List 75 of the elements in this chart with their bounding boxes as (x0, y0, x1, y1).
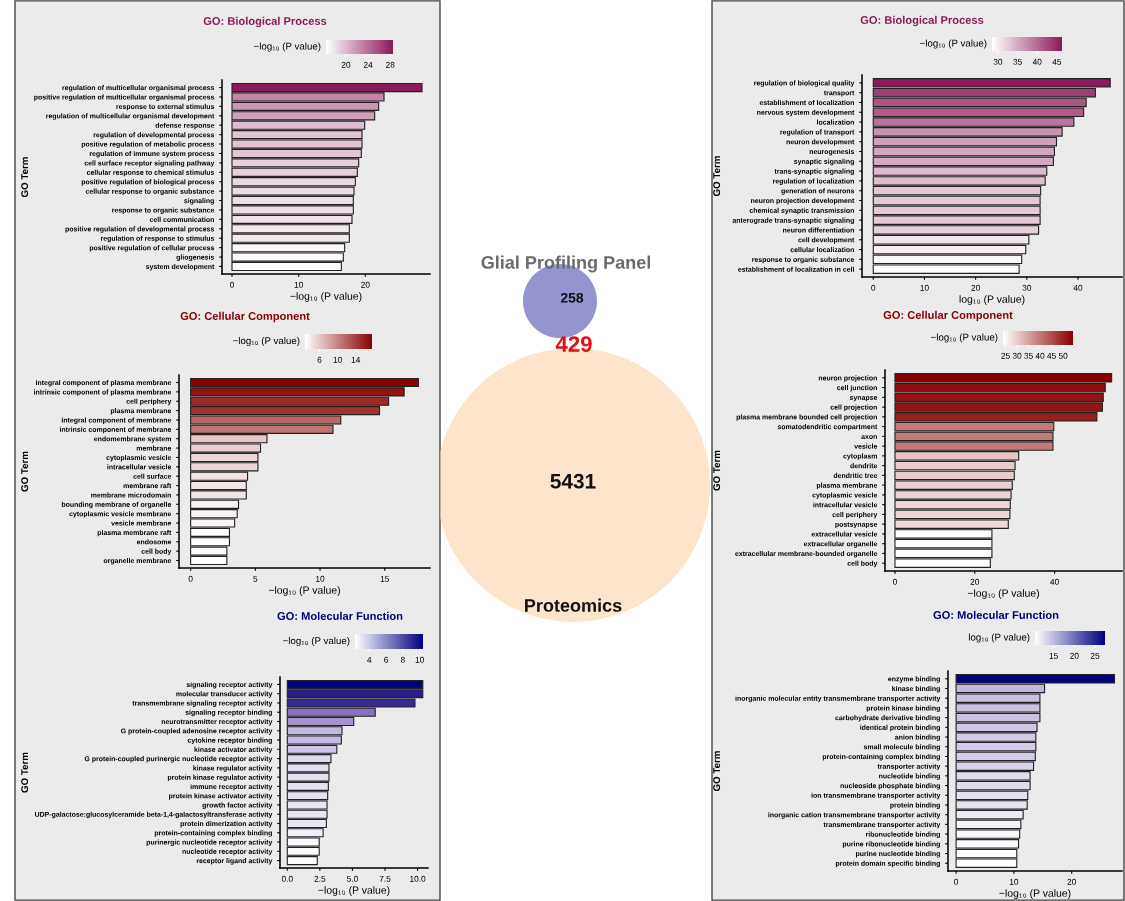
color-bar-title: −log₁₀ (P value) (920, 39, 987, 49)
x-tick-label: 0 (892, 578, 897, 585)
y-axis-title: GO Term (713, 450, 721, 491)
x-tick-label: 0 (954, 878, 959, 885)
color-bar-title: −log₁₀ (P value) (254, 42, 321, 52)
color-bar-title: −log₁₀ (P value) (233, 336, 300, 347)
color-bar-label: 40 (1035, 352, 1045, 359)
x-tick-label: 30 (1022, 284, 1032, 291)
color-bar-label: 14 (351, 356, 361, 363)
x-tick-label: 10.0 (410, 875, 426, 882)
y-axis-title: GO Term (21, 752, 29, 793)
x-tick-label: 5 (253, 575, 258, 582)
chart-title: GO: Cellular Component (180, 311, 310, 323)
color-bar-label: 8 (400, 656, 405, 663)
color-bar-label: 25 (1001, 352, 1010, 359)
x-axis-title: −log₁₀ (P value) (318, 886, 390, 896)
x-tick-label: 0.0 (281, 875, 293, 882)
color-bar-label: 10 (415, 656, 424, 663)
y-axis-title: GO Term (713, 751, 721, 792)
x-tick-label: 0 (188, 575, 193, 582)
x-tick-label: 7.5 (379, 875, 391, 882)
color-bar-label: 15 (1049, 652, 1058, 659)
color-bar-label: 35 (1013, 58, 1022, 65)
color-bar-label: 50 (1058, 352, 1068, 359)
color-bar-label: 6 (384, 656, 389, 663)
x-tick-label: 15 (380, 575, 389, 582)
x-axis-title: −log₁₀ (P value) (999, 889, 1071, 899)
x-tick-label: 10 (316, 575, 325, 582)
text: Glial Profiling Panel (481, 255, 651, 273)
x-tick-label: 10 (294, 281, 303, 288)
x-tick-label: 5.0 (346, 875, 358, 882)
text: 258 (560, 292, 584, 303)
x-tick-label: 20 (361, 281, 370, 288)
x-tick-label: 40 (1050, 578, 1059, 585)
x-tick-label: 20 (971, 284, 980, 291)
color-bar-label: 28 (386, 61, 395, 68)
color-bar-title: −log₁₀ (P value) (931, 333, 998, 343)
chart-title: GO: Cellular Component (883, 310, 1013, 322)
x-tick-label: 0 (230, 281, 234, 288)
color-bar-label: 45 (1047, 352, 1056, 359)
color-bar-label: 25 (1090, 652, 1100, 659)
chart-title: GO: Biological Process (860, 15, 984, 27)
color-bar-label: 20 (1070, 652, 1079, 659)
y-axis-title: GO Term (21, 451, 29, 492)
color-bar-label: 4 (367, 656, 372, 663)
x-tick-label: 10 (920, 284, 929, 291)
y-axis-title: GO Term (713, 156, 721, 197)
color-bar-label: 30 (1012, 352, 1022, 359)
text: 5431 (550, 473, 596, 489)
color-bar-label: 30 (993, 58, 1003, 65)
color-bar-label: 45 (1052, 58, 1062, 65)
x-axis-title: −log₁₀ (P value) (268, 586, 340, 596)
color-bar-label: 35 (1024, 352, 1033, 359)
color-bar-label: 6 (317, 356, 322, 363)
x-axis-title: log₁₀ (P value) (959, 295, 1025, 305)
text: 429 (555, 336, 592, 352)
x-tick-label: 0 (871, 284, 876, 291)
y-axis-title: GO Term (21, 157, 29, 198)
chart-title: GO: Molecular Function (277, 611, 403, 620)
x-tick-label: 40 (1073, 284, 1083, 291)
text: Proteomics (525, 598, 622, 612)
color-bar-label: 40 (1032, 58, 1042, 65)
color-bar-label: 20 (341, 61, 351, 68)
chart-title: GO: Molecular Function (933, 610, 1059, 619)
color-bar-label: 10 (333, 356, 342, 363)
color-bar-title: −log₁₀ (P value) (283, 636, 350, 647)
x-axis-title: −log₁₀ (P value) (290, 292, 362, 302)
x-tick-label: 10 (1009, 878, 1019, 885)
x-tick-label: 2.5 (314, 875, 326, 882)
color-bar-title: log₁₀ (P value) (968, 633, 1030, 643)
x-tick-label: 20 (970, 578, 980, 585)
x-axis-title: −log₁₀ (P value) (967, 589, 1039, 599)
x-tick-label: 20 (1067, 878, 1077, 885)
color-bar-label: 24 (363, 61, 373, 68)
chart-title: GO: Biological Process (203, 16, 327, 28)
